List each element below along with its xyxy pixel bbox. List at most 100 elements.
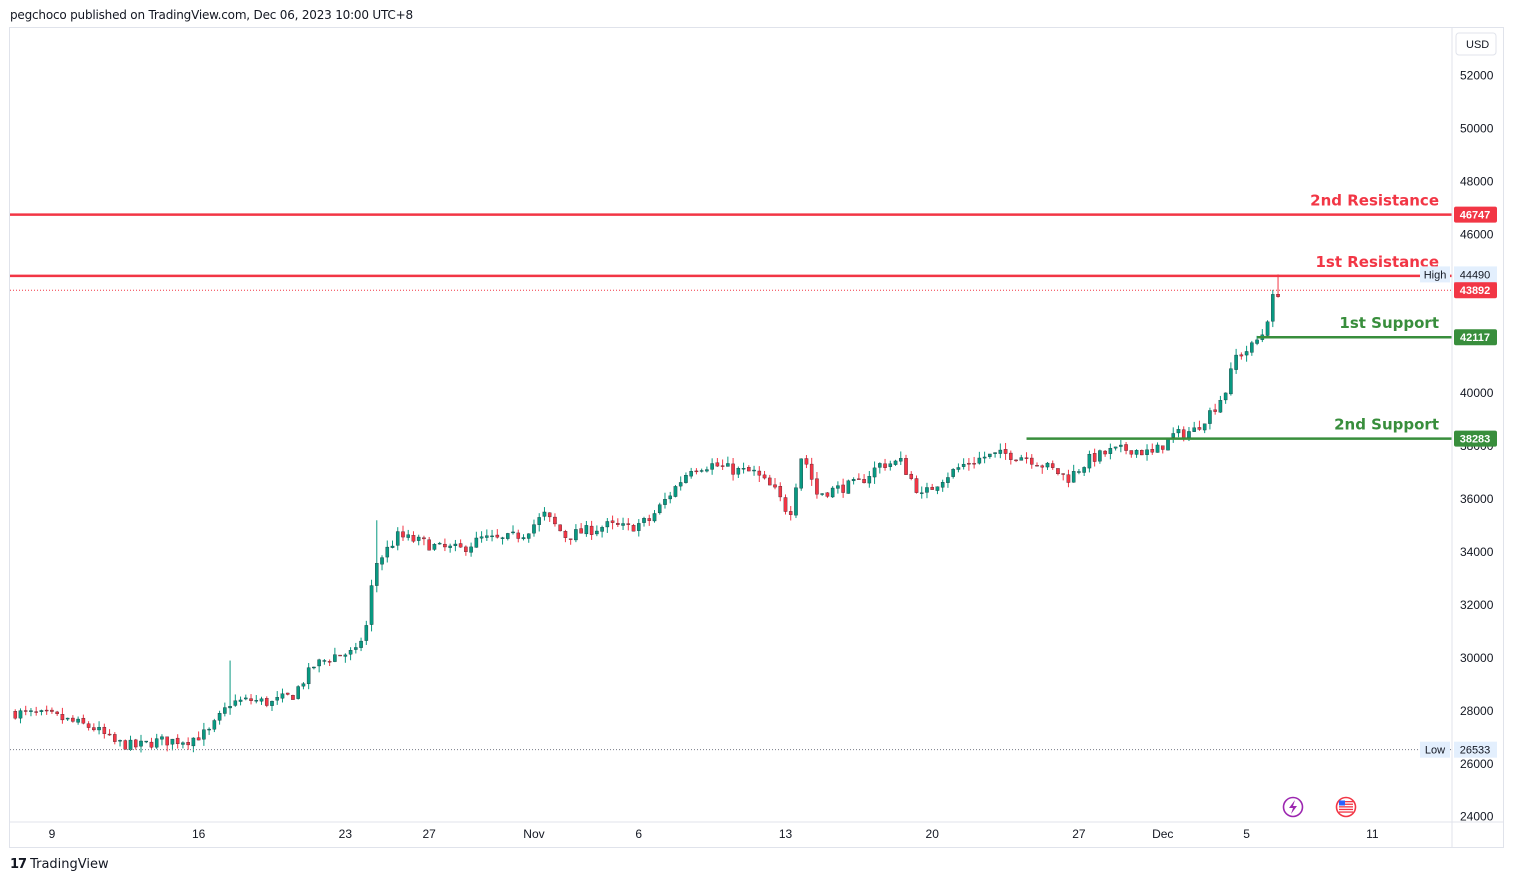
candle-body: [1265, 321, 1270, 336]
candle-body: [1239, 354, 1244, 357]
candle-body: [191, 737, 196, 747]
candle-body: [223, 707, 227, 714]
candle-body: [914, 478, 919, 493]
high-value: 44490: [1460, 269, 1491, 281]
candle-body: [369, 585, 374, 625]
lightning-icon[interactable]: [1282, 796, 1304, 818]
publisher-caption: pegchoco published on TradingView.com, D…: [10, 8, 413, 22]
us-flag-icon[interactable]: [1335, 796, 1357, 818]
candle-body: [930, 486, 934, 490]
candle-body: [883, 463, 887, 468]
tradingview-footer[interactable]: 17 TradingView: [10, 857, 109, 872]
high-value-bg: [1454, 266, 1497, 283]
candle-body: [427, 539, 431, 551]
candle-body: [333, 654, 337, 662]
candle-body: [584, 525, 589, 535]
candle-body: [600, 527, 604, 532]
candle-body: [1176, 429, 1181, 434]
candle-body: [55, 711, 59, 715]
candle-body: [312, 666, 316, 669]
candle-body: [757, 470, 762, 476]
candle-body: [668, 495, 672, 500]
candle-body: [1202, 423, 1207, 431]
candle-body: [1035, 465, 1039, 467]
candle-body: [76, 718, 80, 723]
candle-body: [731, 463, 735, 475]
candle-body: [1271, 294, 1275, 322]
level-label: 2nd Support: [1334, 416, 1439, 434]
candle-body: [526, 533, 531, 539]
high-tag-bg: [1420, 266, 1450, 283]
candle-body: [60, 714, 65, 721]
candle-body: [123, 740, 128, 750]
candle-body: [406, 534, 411, 538]
candle-body: [1250, 342, 1254, 353]
candle-body: [443, 543, 447, 548]
candle-body: [1071, 471, 1076, 483]
candle-body: [956, 467, 961, 470]
candle-body: [500, 537, 505, 539]
candle-body: [18, 710, 23, 719]
candle-body: [977, 457, 982, 464]
candle-body: [422, 537, 426, 540]
candle-body: [275, 697, 280, 701]
candle-body: [411, 535, 416, 542]
candle-body: [657, 504, 662, 514]
price-tick-label: 24000: [1460, 810, 1494, 824]
candle-body: [778, 486, 783, 498]
candle-body: [165, 736, 169, 746]
candle-body: [747, 467, 751, 472]
candle-body: [212, 720, 217, 730]
candle-body: [485, 535, 489, 538]
candle-body: [511, 531, 515, 534]
candle-body: [1103, 450, 1107, 455]
time-tick-label: 9: [49, 827, 56, 841]
candle-body: [815, 478, 819, 495]
candle-body: [228, 706, 232, 709]
candle-body: [909, 473, 914, 479]
candle-body: [919, 492, 924, 494]
flag-stripe: [1339, 806, 1353, 808]
candle-body: [196, 737, 201, 741]
candle-body: [1229, 368, 1233, 395]
candle-body: [647, 518, 652, 521]
candle-body: [1092, 453, 1097, 462]
candle-body: [301, 683, 306, 687]
candle-body: [479, 536, 484, 539]
candle-body: [1160, 445, 1165, 450]
candle-body: [385, 546, 390, 558]
candle-body: [998, 449, 1003, 454]
currency-button[interactable]: [1455, 32, 1497, 56]
candle-body: [946, 477, 950, 483]
candle-body: [1124, 444, 1128, 451]
candle-body: [836, 485, 840, 489]
candle-body: [322, 660, 327, 662]
candle-body: [694, 470, 699, 473]
candle-body: [23, 710, 28, 712]
candle-body: [81, 717, 86, 724]
level-label: 2nd Resistance: [1310, 192, 1439, 210]
candle-body: [1108, 448, 1113, 454]
level-price-badge: [1454, 329, 1497, 346]
candle-body: [364, 625, 369, 641]
candle-body: [663, 499, 667, 505]
time-tick-label: 20: [926, 827, 940, 841]
candle-body: [1082, 467, 1086, 473]
candle-body: [631, 525, 636, 532]
candle-body: [752, 469, 756, 472]
candle-body: [715, 462, 720, 467]
candle-body: [741, 468, 746, 470]
time-tick-label: 23: [339, 827, 353, 841]
candle-body: [1166, 438, 1170, 451]
candle-body: [888, 463, 893, 467]
price-tick-label: 32000: [1460, 598, 1494, 612]
candle-body: [432, 544, 437, 550]
candle-body: [1061, 473, 1065, 475]
candle-body: [217, 713, 222, 721]
candle-body: [1134, 450, 1139, 455]
candle-body: [490, 535, 494, 538]
candle-body: [92, 727, 96, 731]
candle-body: [542, 511, 547, 517]
candle-body: [720, 465, 725, 467]
